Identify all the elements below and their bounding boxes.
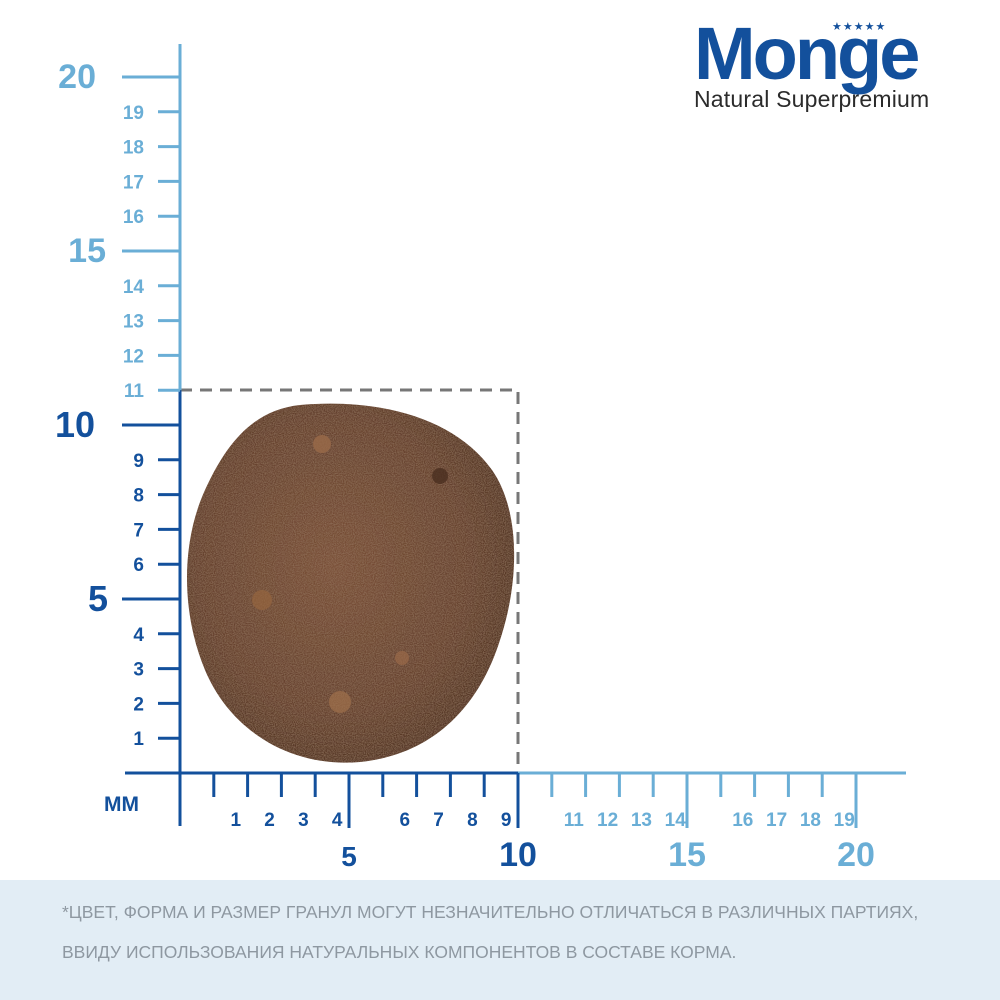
x-major-label: 5 — [341, 841, 357, 872]
x-minor-label: 16 — [732, 810, 753, 831]
x-minor-label: 14 — [665, 810, 687, 831]
x-minor-label: 13 — [631, 810, 652, 831]
x-minor-label: 7 — [433, 810, 444, 831]
y-minor-label: 1 — [133, 729, 144, 750]
y-major-label: 15 — [68, 232, 106, 270]
x-minor-label: 6 — [400, 810, 411, 831]
x-major-label: 15 — [668, 836, 706, 874]
y-minor-label: 9 — [133, 451, 144, 472]
x-minor-label: 18 — [800, 810, 821, 831]
monge-logo: Monge ★★★★★ Natural Superpremium — [690, 14, 970, 124]
brand-tagline: Natural Superpremium — [694, 86, 930, 112]
brand-stars: ★★★★★ — [832, 21, 887, 33]
kibble-crumb — [252, 590, 272, 610]
x-minor-label: 4 — [332, 810, 343, 831]
x-major-label: 20 — [837, 836, 875, 874]
disclaimer-band — [0, 880, 1000, 1000]
brand-wordmark: Monge — [694, 12, 920, 95]
disclaimer-line-2: ВВИДУ ИСПОЛЬЗОВАНИЯ НАТУРАЛЬНЫХ КОМПОНЕН… — [62, 942, 737, 962]
y-minor-label: 19 — [123, 103, 144, 124]
y-minor-label: 11 — [124, 381, 145, 402]
kibble-photo — [186, 403, 515, 763]
x-minor-label: 8 — [467, 810, 478, 831]
kibble-crumb — [432, 468, 448, 484]
y-minor-label: 18 — [123, 138, 144, 159]
y-minor-label: 14 — [123, 277, 145, 298]
x-minor-label: 19 — [834, 810, 855, 831]
kibble-crumb — [395, 651, 409, 665]
y-minor-label: 6 — [133, 555, 144, 576]
x-minor-label: 11 — [564, 810, 585, 831]
y-minor-label: 13 — [123, 312, 144, 333]
x-minor-label: 9 — [501, 810, 512, 831]
x-major-label: 10 — [499, 836, 537, 874]
y-minor-label: 4 — [133, 625, 144, 646]
x-minor-label: 2 — [264, 810, 275, 831]
x-minor-label: 3 — [298, 810, 309, 831]
y-minor-label: 3 — [133, 660, 144, 681]
y-minor-label: 8 — [133, 486, 144, 507]
kibble-crumb — [313, 435, 331, 453]
x-minor-label: 1 — [231, 810, 242, 831]
x-minor-label: 12 — [597, 810, 618, 831]
y-minor-label: 2 — [133, 694, 144, 715]
kibble-crumb — [329, 691, 351, 713]
unit-label-mm: ММ — [104, 793, 139, 816]
y-major-label: 20 — [58, 58, 96, 96]
y-major-label: 5 — [88, 578, 108, 619]
y-minor-label: 12 — [123, 346, 144, 367]
disclaimer-line-1: *ЦВЕТ, ФОРМА И РАЗМЕР ГРАНУЛ МОГУТ НЕЗНА… — [62, 902, 919, 922]
y-minor-label: 17 — [123, 172, 144, 193]
x-minor-label: 17 — [766, 810, 787, 831]
y-minor-label: 7 — [133, 520, 144, 541]
y-major-label: 10 — [55, 404, 95, 445]
y-minor-label: 16 — [123, 207, 144, 228]
